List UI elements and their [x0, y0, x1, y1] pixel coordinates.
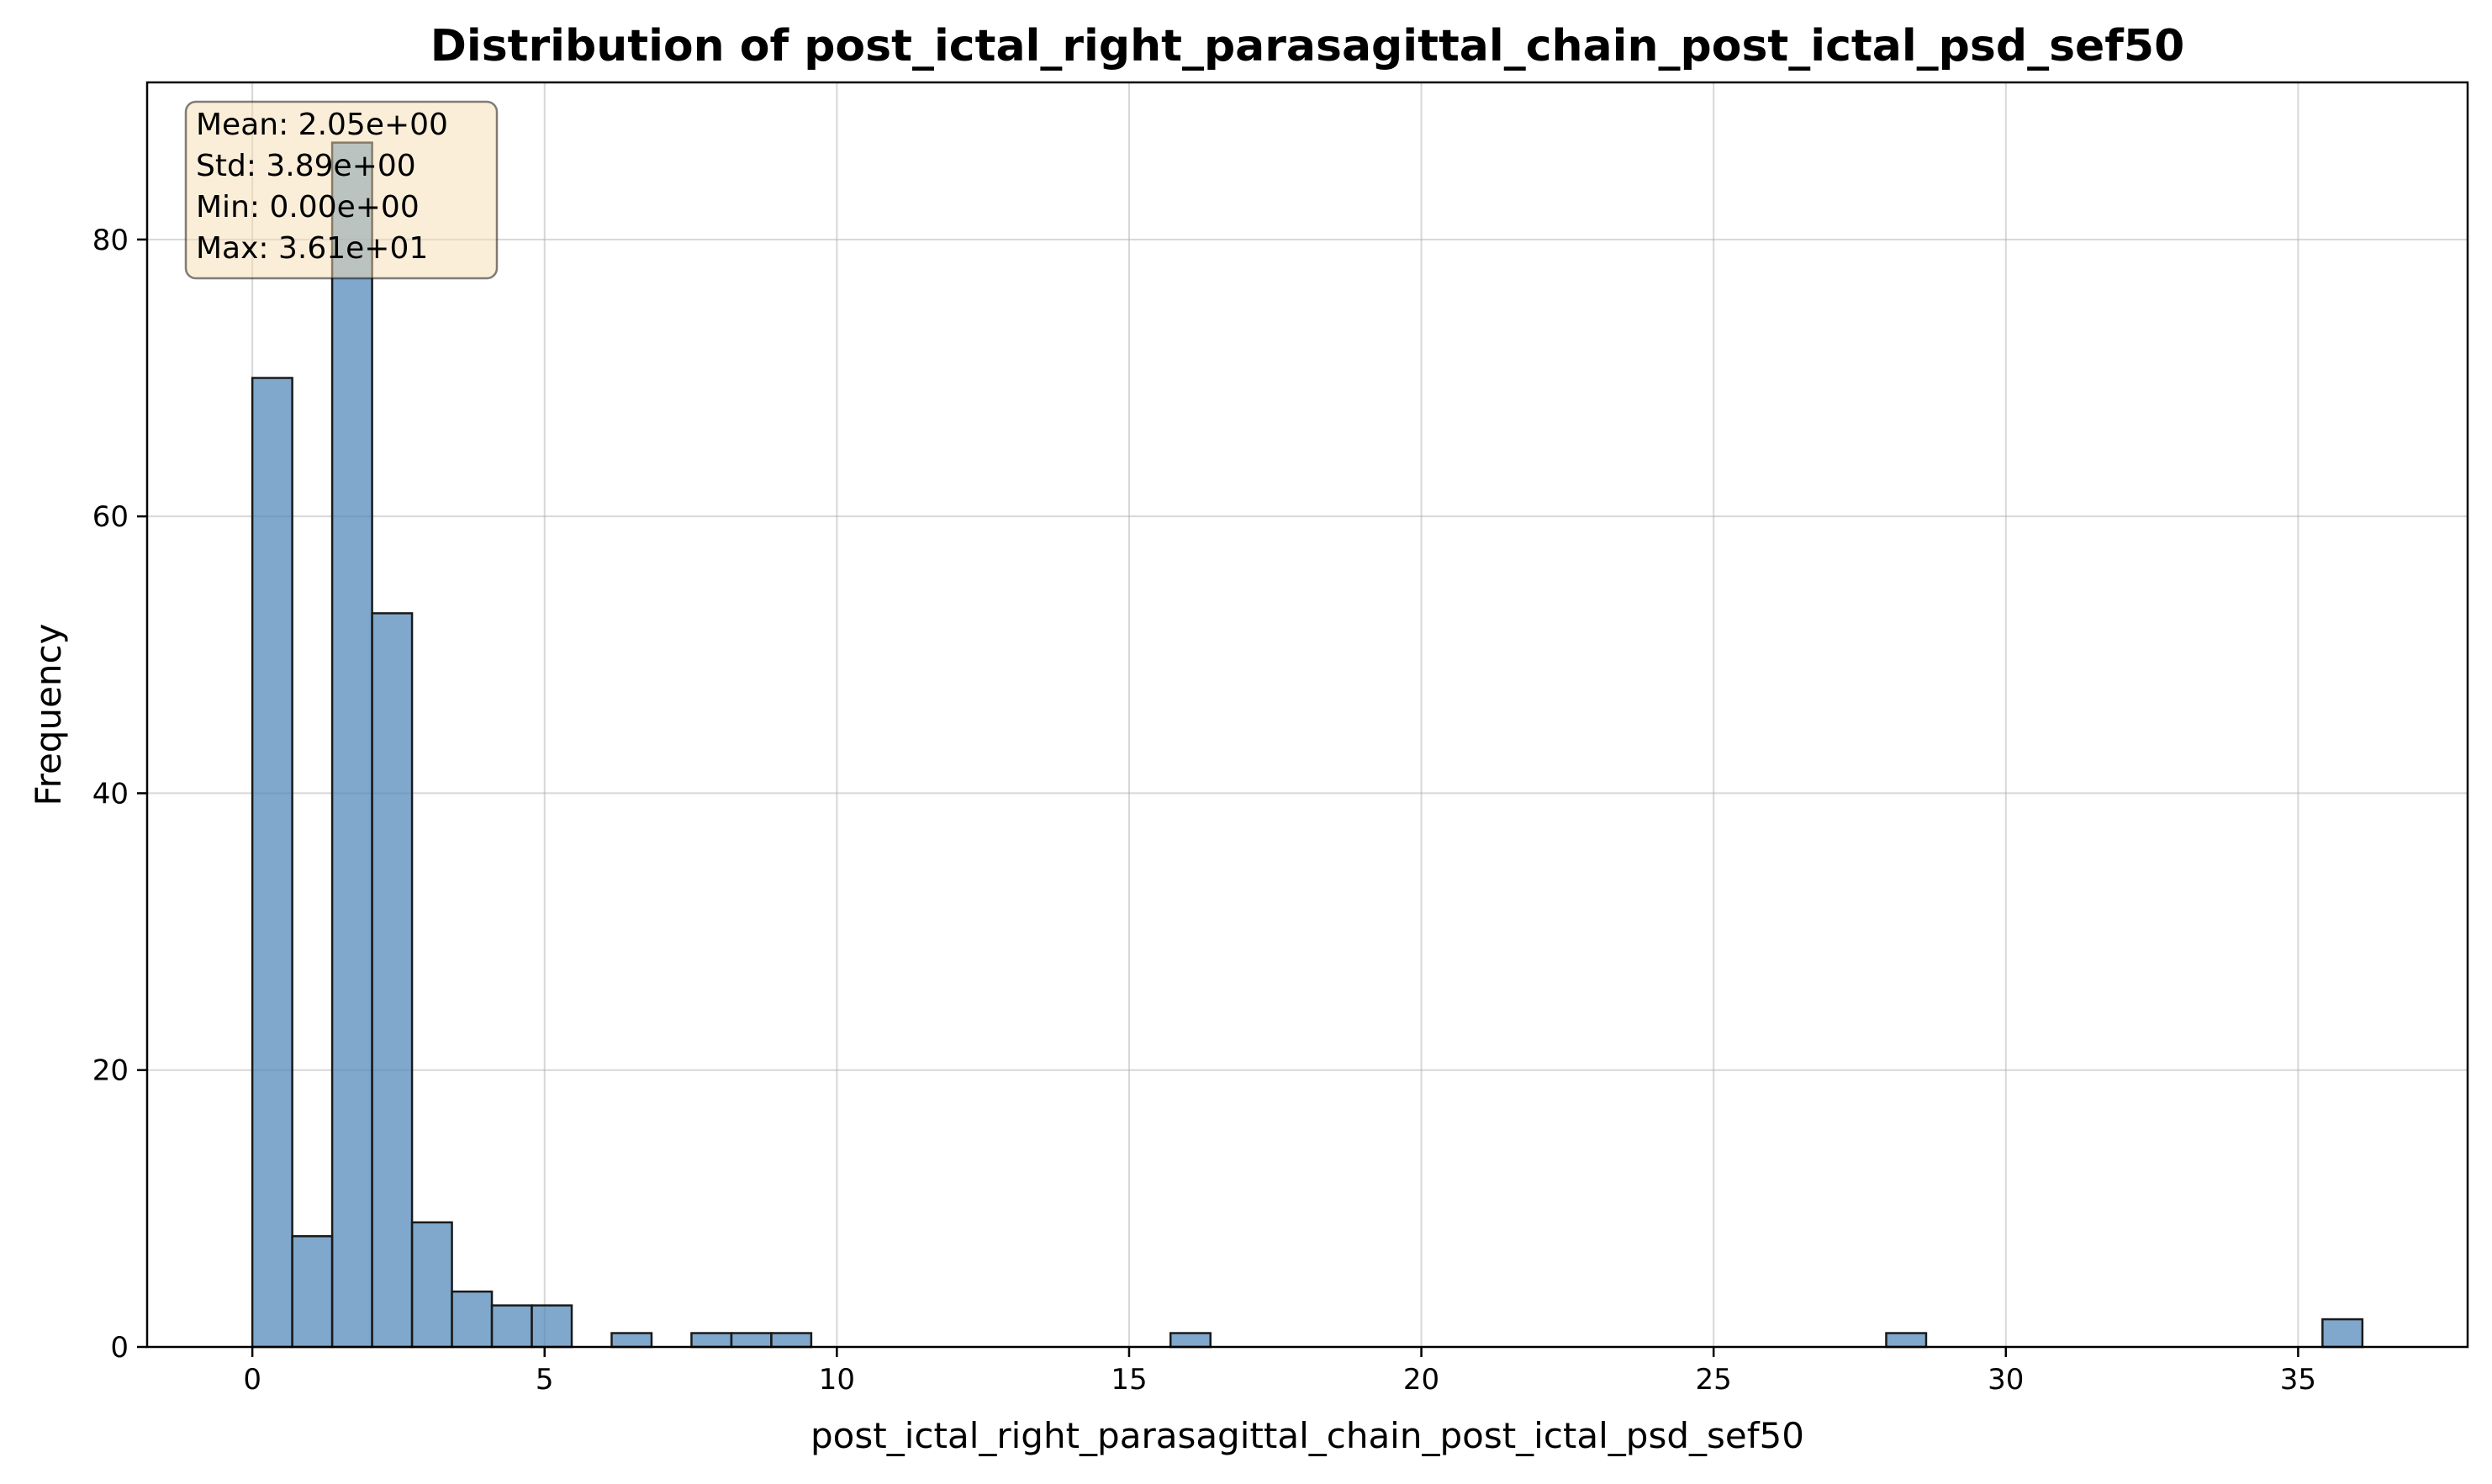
chart-title: Distribution of post_ictal_right_parasag…: [430, 21, 2185, 71]
x-tick-label: 15: [1111, 1363, 1147, 1397]
stats-max: Max: 3.61e+01: [196, 231, 428, 266]
histogram-bar: [1885, 1332, 1928, 1349]
histogram-bar: [291, 1235, 334, 1349]
histogram-bar: [371, 612, 414, 1349]
x-tick-label: 35: [2280, 1363, 2316, 1397]
histogram-bar: [690, 1332, 733, 1349]
plot-frame: [145, 81, 2469, 1349]
y-tick-label: 60: [92, 500, 129, 534]
x-axis-label: post_ictal_right_parasagittal_chain_post…: [810, 1415, 1804, 1456]
x-tick-label: 10: [819, 1363, 855, 1397]
histogram-bar: [531, 1304, 573, 1349]
stats-box-background: [184, 100, 499, 280]
histogram-bar: [2321, 1318, 2364, 1349]
axis-ticks: 0 5 10 15 20 25 30 35 0 20 40 60 80: [92, 224, 2316, 1397]
stats-box: Mean: 2.05e+00 Std: 3.89e+00 Min: 0.00e+…: [184, 100, 499, 280]
x-tick-label: 25: [1696, 1363, 1732, 1397]
histogram-bar: [770, 1332, 813, 1349]
y-tick-label: 20: [92, 1054, 129, 1088]
histogram-bar: [451, 1290, 494, 1349]
y-tick-label: 0: [110, 1331, 129, 1365]
histogram-bar: [251, 377, 293, 1349]
histogram-bar: [490, 1304, 533, 1349]
x-tick-label: 5: [536, 1363, 554, 1397]
y-tick-label: 40: [92, 777, 129, 811]
histogram-bar: [1169, 1332, 1212, 1349]
x-tick-label: 30: [1988, 1363, 2024, 1397]
histogram-bar: [410, 1221, 453, 1349]
histogram-bar: [330, 141, 373, 1349]
histogram-bar: [730, 1332, 773, 1349]
stats-std: Std: 3.89e+00: [196, 149, 416, 183]
x-tick-label: 20: [1403, 1363, 1439, 1397]
y-tick-label: 80: [92, 224, 129, 257]
histogram-bar: [610, 1332, 653, 1349]
x-tick-label: 0: [243, 1363, 261, 1397]
histogram-bars: [251, 141, 2364, 1349]
stats-min: Min: 0.00e+00: [196, 190, 420, 224]
y-axis-label: Frequency: [28, 624, 69, 806]
stats-mean: Mean: 2.05e+00: [196, 108, 448, 142]
